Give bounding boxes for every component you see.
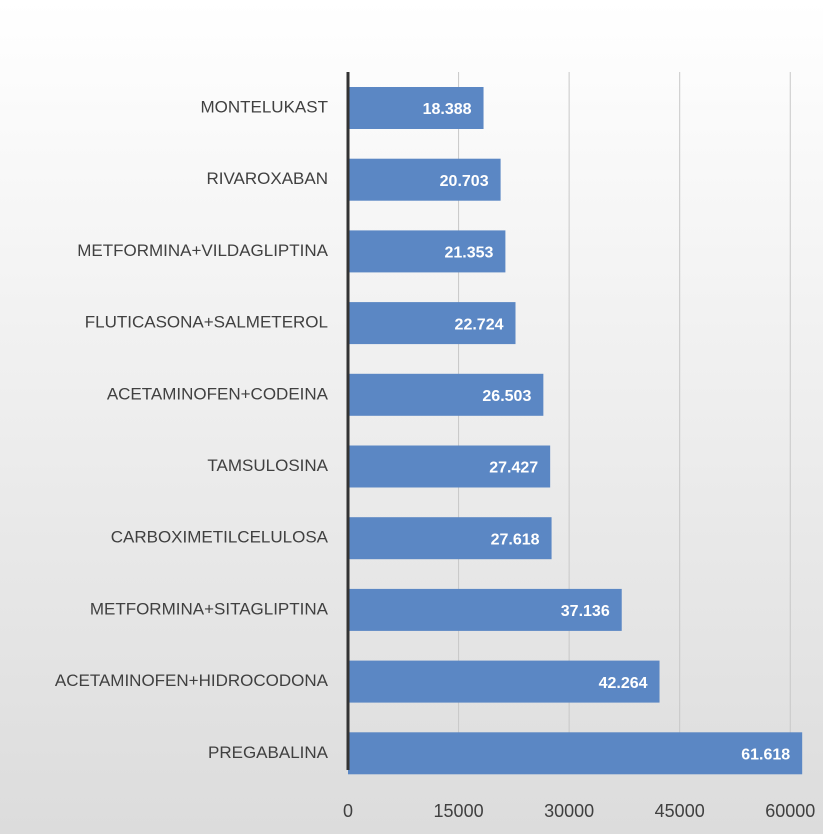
y-tick-label: ACETAMINOFEN+CODEINA xyxy=(107,384,329,403)
bar xyxy=(348,373,544,416)
x-tick-label: 15000 xyxy=(434,801,484,821)
y-tick-label: PREGABALINA xyxy=(208,743,329,762)
bar xyxy=(348,517,552,560)
value-label: 61.618 xyxy=(741,747,790,764)
bar xyxy=(348,302,516,345)
value-label: 42.264 xyxy=(599,675,648,692)
bar xyxy=(348,445,551,488)
x-tick-label: 60000 xyxy=(765,801,815,821)
bar xyxy=(348,158,501,201)
bar xyxy=(348,660,660,703)
value-label: 21.353 xyxy=(444,245,493,262)
bar xyxy=(348,732,803,775)
value-label: 20.703 xyxy=(440,173,489,190)
bar xyxy=(348,588,622,631)
x-tick-label: 45000 xyxy=(655,801,705,821)
value-label: 22.724 xyxy=(455,316,504,333)
y-tick-label: RIVAROXABAN xyxy=(206,169,328,188)
x-tick-label: 0 xyxy=(343,801,353,821)
bar xyxy=(348,87,484,129)
y-tick-label: ACETAMINOFEN+HIDROCODONA xyxy=(55,671,329,690)
y-tick-label: FLUTICASONA+SALMETEROL xyxy=(85,313,328,332)
value-label: 27.427 xyxy=(489,460,538,477)
value-label: 18.388 xyxy=(423,101,472,118)
x-tick-label: 30000 xyxy=(544,801,594,821)
y-tick-label: METFORMINA+SITAGLIPTINA xyxy=(90,599,329,618)
y-tick-label: MONTELUKAST xyxy=(200,97,328,116)
value-label: 26.503 xyxy=(482,388,531,405)
y-tick-label: METFORMINA+VILDAGLIPTINA xyxy=(77,241,328,260)
y-tick-label: TAMSULOSINA xyxy=(207,456,328,475)
y-tick-label: CARBOXIMETILCELULOSA xyxy=(111,528,329,547)
value-label: 37.136 xyxy=(561,603,610,620)
bar xyxy=(348,230,506,273)
value-label: 27.618 xyxy=(491,531,540,548)
